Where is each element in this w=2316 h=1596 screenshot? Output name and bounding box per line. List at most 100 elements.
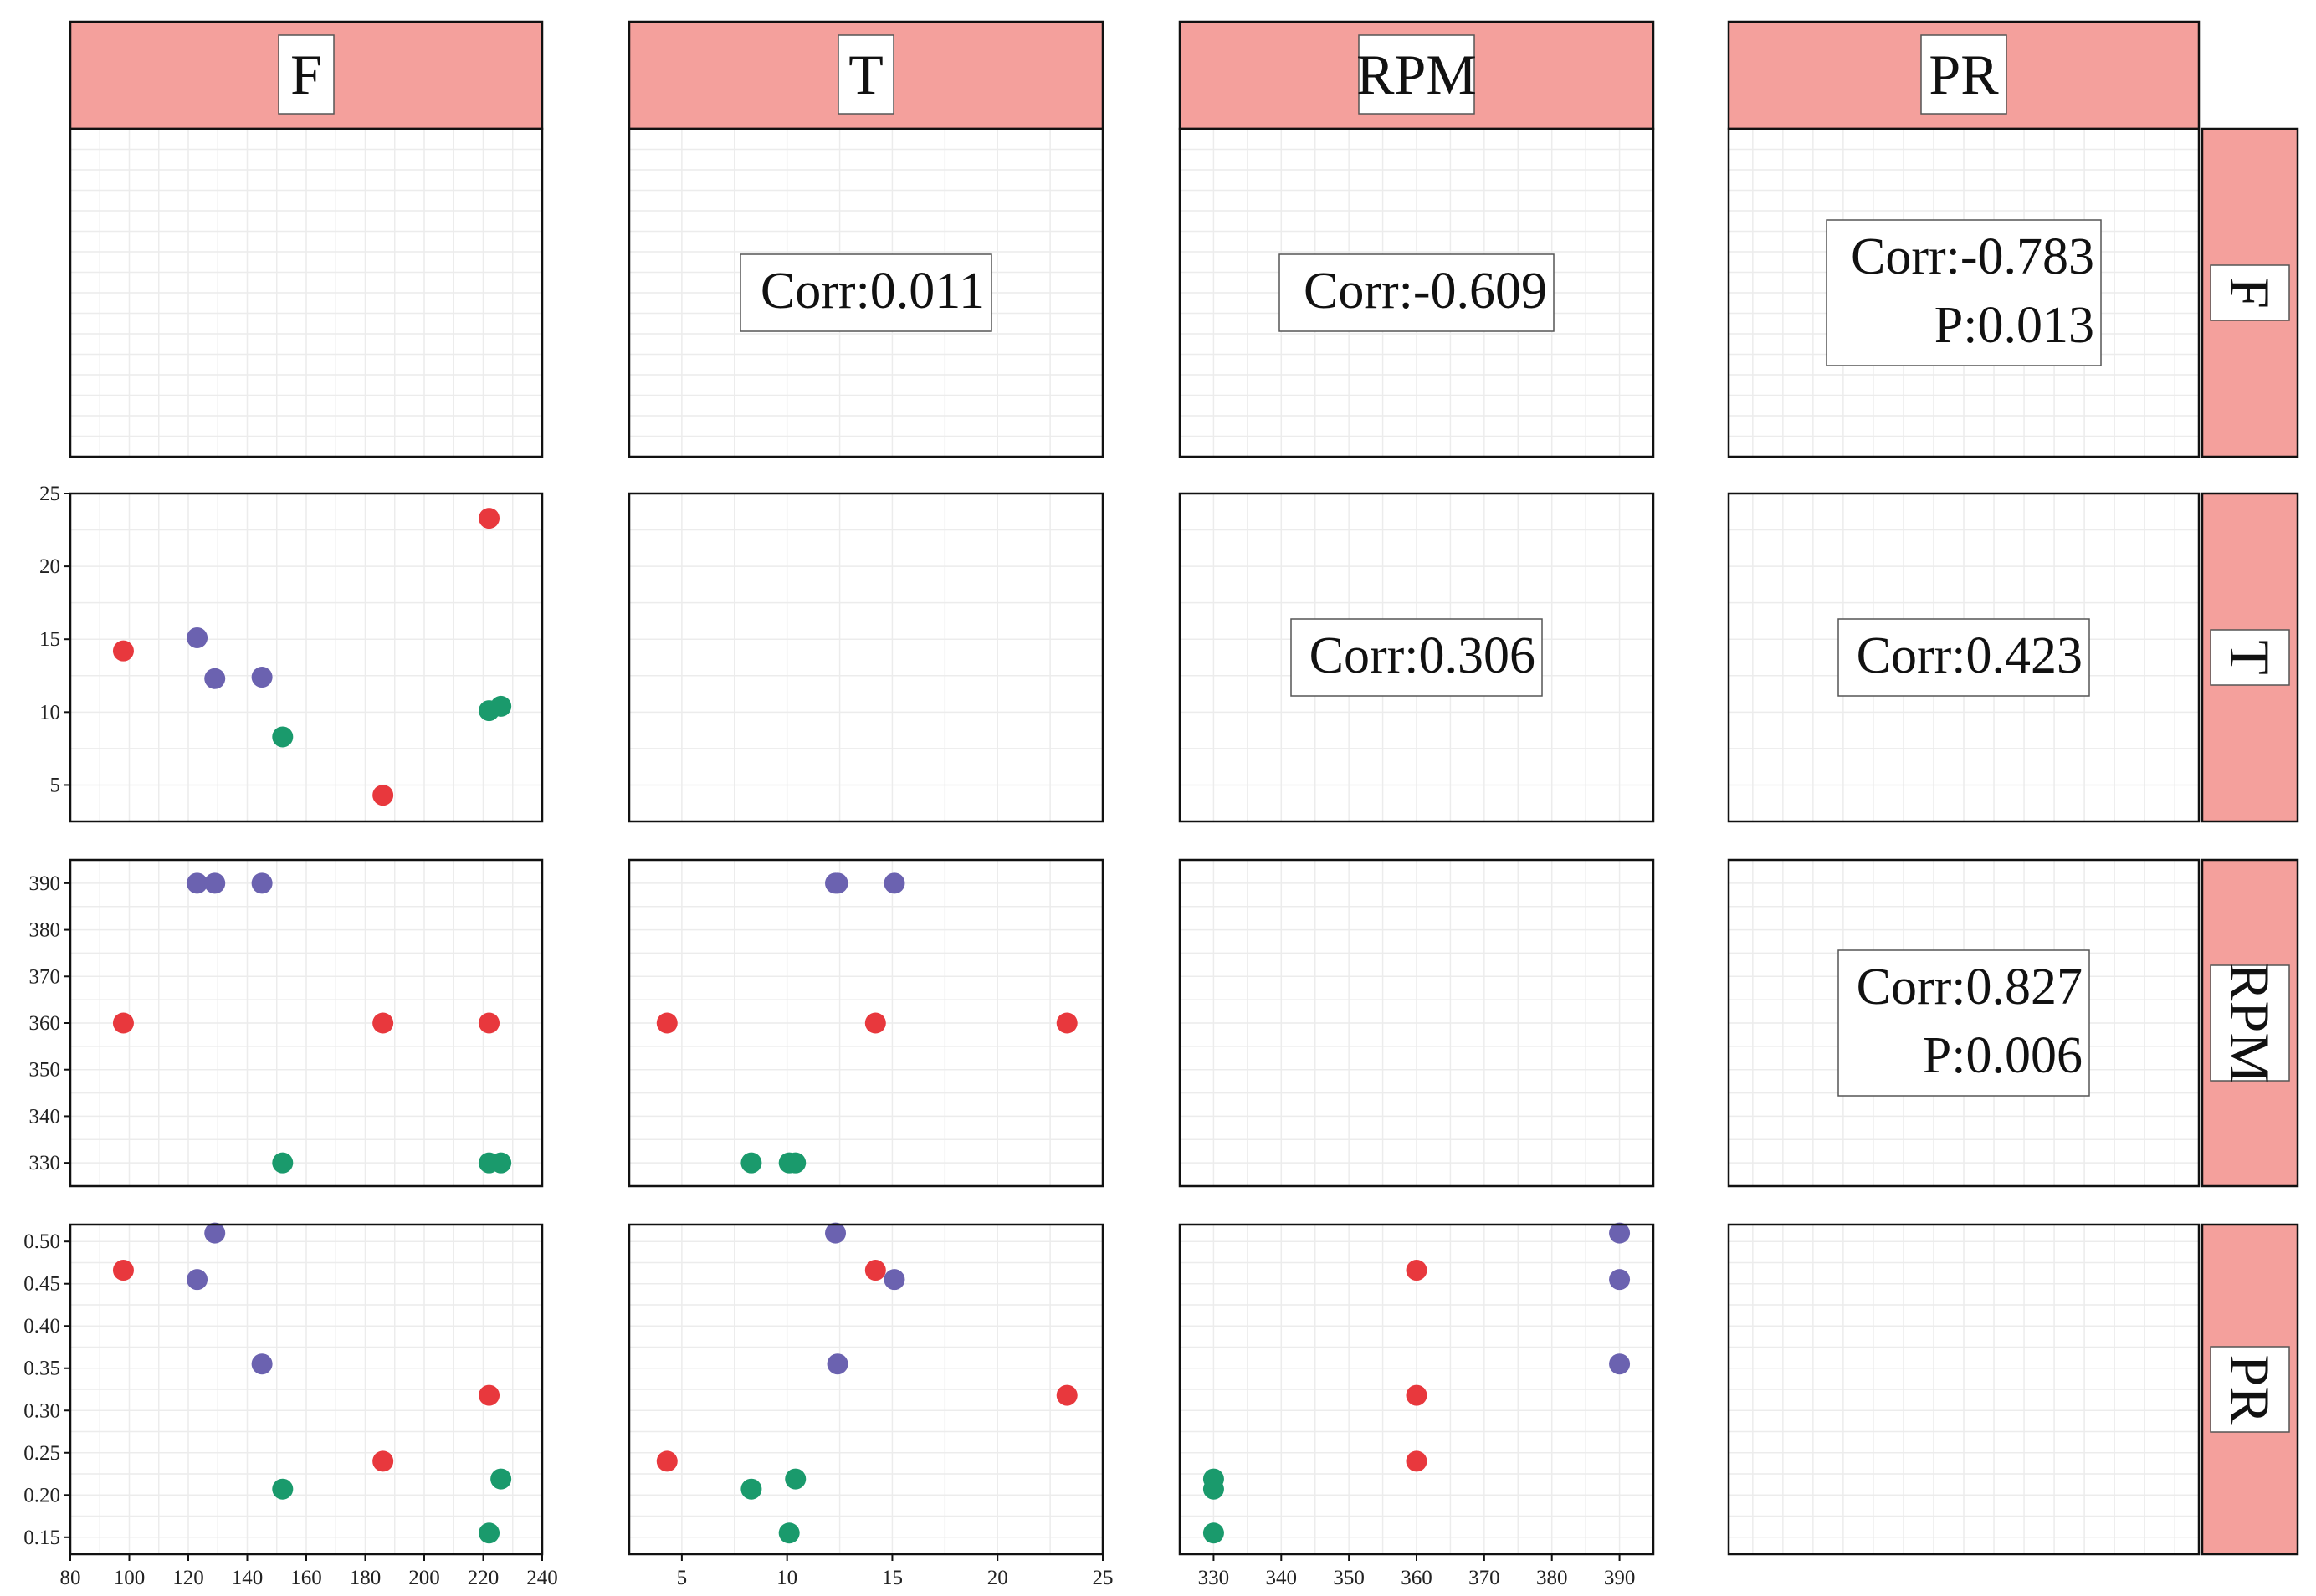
x-tick-label: 390	[1604, 1567, 1636, 1589]
panel-border	[1727, 492, 2201, 823]
y-tick-label: 350	[29, 1059, 61, 1082]
panel-border	[1727, 127, 2201, 458]
row-label-box	[2210, 629, 2290, 686]
correlation-value: Corr:-0.609	[1304, 263, 1547, 320]
scatter-point-red	[112, 640, 134, 662]
row-label-box	[2210, 1346, 2290, 1433]
correlation-value: Corr:0.306	[1309, 627, 1535, 684]
scatter-point-purple	[204, 872, 226, 894]
scatter-point-purple	[1609, 1353, 1631, 1375]
panel-border	[1178, 492, 1655, 823]
correlation-annotation: Corr:-0.783 P:0.013	[1826, 219, 2102, 366]
scatter-point-green	[490, 1468, 512, 1490]
scatter-point-red	[479, 508, 500, 529]
panel-border	[1727, 1223, 2201, 1556]
panel-f-f	[69, 127, 544, 458]
scatter-point-purple	[884, 872, 905, 894]
scatter-point-purple	[827, 872, 848, 894]
correlation-box	[1278, 253, 1555, 332]
scatter-point-red	[479, 1384, 500, 1406]
scatter-point-purple	[204, 1222, 226, 1244]
y-tick-label: 0.40	[23, 1315, 60, 1338]
scatter-point-red	[1056, 1384, 1078, 1406]
p-value: P:0.006	[1923, 1027, 2083, 1084]
scatter-point-green	[778, 1522, 800, 1544]
scatter-point-green	[785, 1468, 807, 1490]
scatter-point-purple	[884, 1269, 905, 1291]
y-tick-label: 360	[29, 1012, 61, 1035]
y-tick-label: 0.25	[23, 1442, 60, 1465]
y-tick-label: 0.20	[23, 1484, 60, 1506]
row-label-f: F	[2218, 277, 2282, 309]
x-tick-label: 370	[1468, 1567, 1500, 1589]
scatter-point-red	[1406, 1450, 1427, 1472]
x-tick-label: 80	[60, 1567, 81, 1589]
x-tick-label: 380	[1536, 1567, 1568, 1589]
column-label-f: F	[290, 43, 322, 106]
panel-pr-t	[628, 1222, 1104, 1556]
scatter-point-red	[372, 1012, 394, 1034]
x-tick-label: 200	[408, 1567, 440, 1589]
scatter-point-red	[1406, 1260, 1427, 1281]
scatter-point-red	[1056, 1012, 1078, 1034]
scatter-point-purple	[187, 627, 208, 648]
correlation-box	[1826, 219, 2102, 366]
scatter-point-red	[479, 1012, 500, 1034]
correlation-value: Corr:0.011	[761, 263, 985, 320]
y-tick-label: 15	[39, 628, 60, 651]
row-label-box	[2210, 264, 2290, 321]
scatter-point-red	[656, 1012, 678, 1034]
y-tick-label: 380	[29, 919, 61, 942]
correlation-annotation: Corr:-0.609	[1278, 253, 1555, 332]
y-tick-label: 20	[39, 555, 60, 578]
panel-background	[629, 494, 1103, 821]
y-tick-label: 5	[50, 774, 61, 796]
column-label-t: T	[848, 43, 884, 106]
panel-pr-pr	[1727, 1223, 2201, 1556]
panel-border	[628, 127, 1104, 458]
scatter-point-purple	[204, 668, 226, 689]
y-tick-label: 0.15	[23, 1527, 60, 1549]
row-label-pr: PR	[2218, 1354, 2282, 1425]
scatter-point-red	[864, 1012, 886, 1034]
scatter-point-red	[112, 1260, 134, 1281]
row-label-t: T	[2218, 640, 2282, 675]
scatter-point-green	[490, 695, 512, 717]
column-label-box	[1920, 34, 2007, 115]
panel-rpm-f	[69, 858, 544, 1188]
correlation-value: Corr:0.423	[1857, 627, 2083, 684]
scatter-point-green	[490, 1152, 512, 1174]
scatter-point-red	[1406, 1384, 1427, 1406]
column-label-box	[1358, 34, 1475, 115]
scatter-point-green	[740, 1152, 762, 1174]
column-label-box	[838, 34, 894, 115]
panel-border	[1727, 858, 2201, 1188]
y-tick-label: 340	[29, 1105, 61, 1128]
correlation-value: Corr:0.827	[1857, 959, 2083, 1015]
correlation-annotation: Corr:0.306	[1290, 618, 1543, 697]
y-tick-label: 25	[39, 483, 60, 505]
scatter-point-purple	[827, 1353, 848, 1375]
x-tick-label: 15	[882, 1567, 903, 1589]
correlation-box	[1837, 949, 2090, 1097]
scatter-point-purple	[1609, 1269, 1631, 1291]
y-tick-label: 0.45	[23, 1273, 60, 1296]
panel-t-f	[69, 492, 544, 823]
panel-rpm-rpm	[1178, 858, 1655, 1188]
x-tick-label: 330	[1198, 1567, 1230, 1589]
x-tick-label: 20	[987, 1567, 1008, 1589]
x-tick-label: 240	[526, 1567, 558, 1589]
panel-border	[1178, 858, 1655, 1188]
x-tick-label: 340	[1266, 1567, 1298, 1589]
y-tick-label: 330	[29, 1152, 61, 1174]
correlation-box	[1837, 618, 2090, 697]
scatter-point-green	[740, 1478, 762, 1500]
y-tick-label: 0.30	[23, 1399, 60, 1422]
scatter-point-purple	[251, 667, 273, 688]
column-label-pr: PR	[1929, 43, 1999, 106]
scatter-point-green	[785, 1152, 807, 1174]
y-tick-label: 10	[39, 701, 60, 724]
correlation-box	[740, 253, 992, 332]
correlation-annotation: Corr:0.423	[1837, 618, 2090, 697]
